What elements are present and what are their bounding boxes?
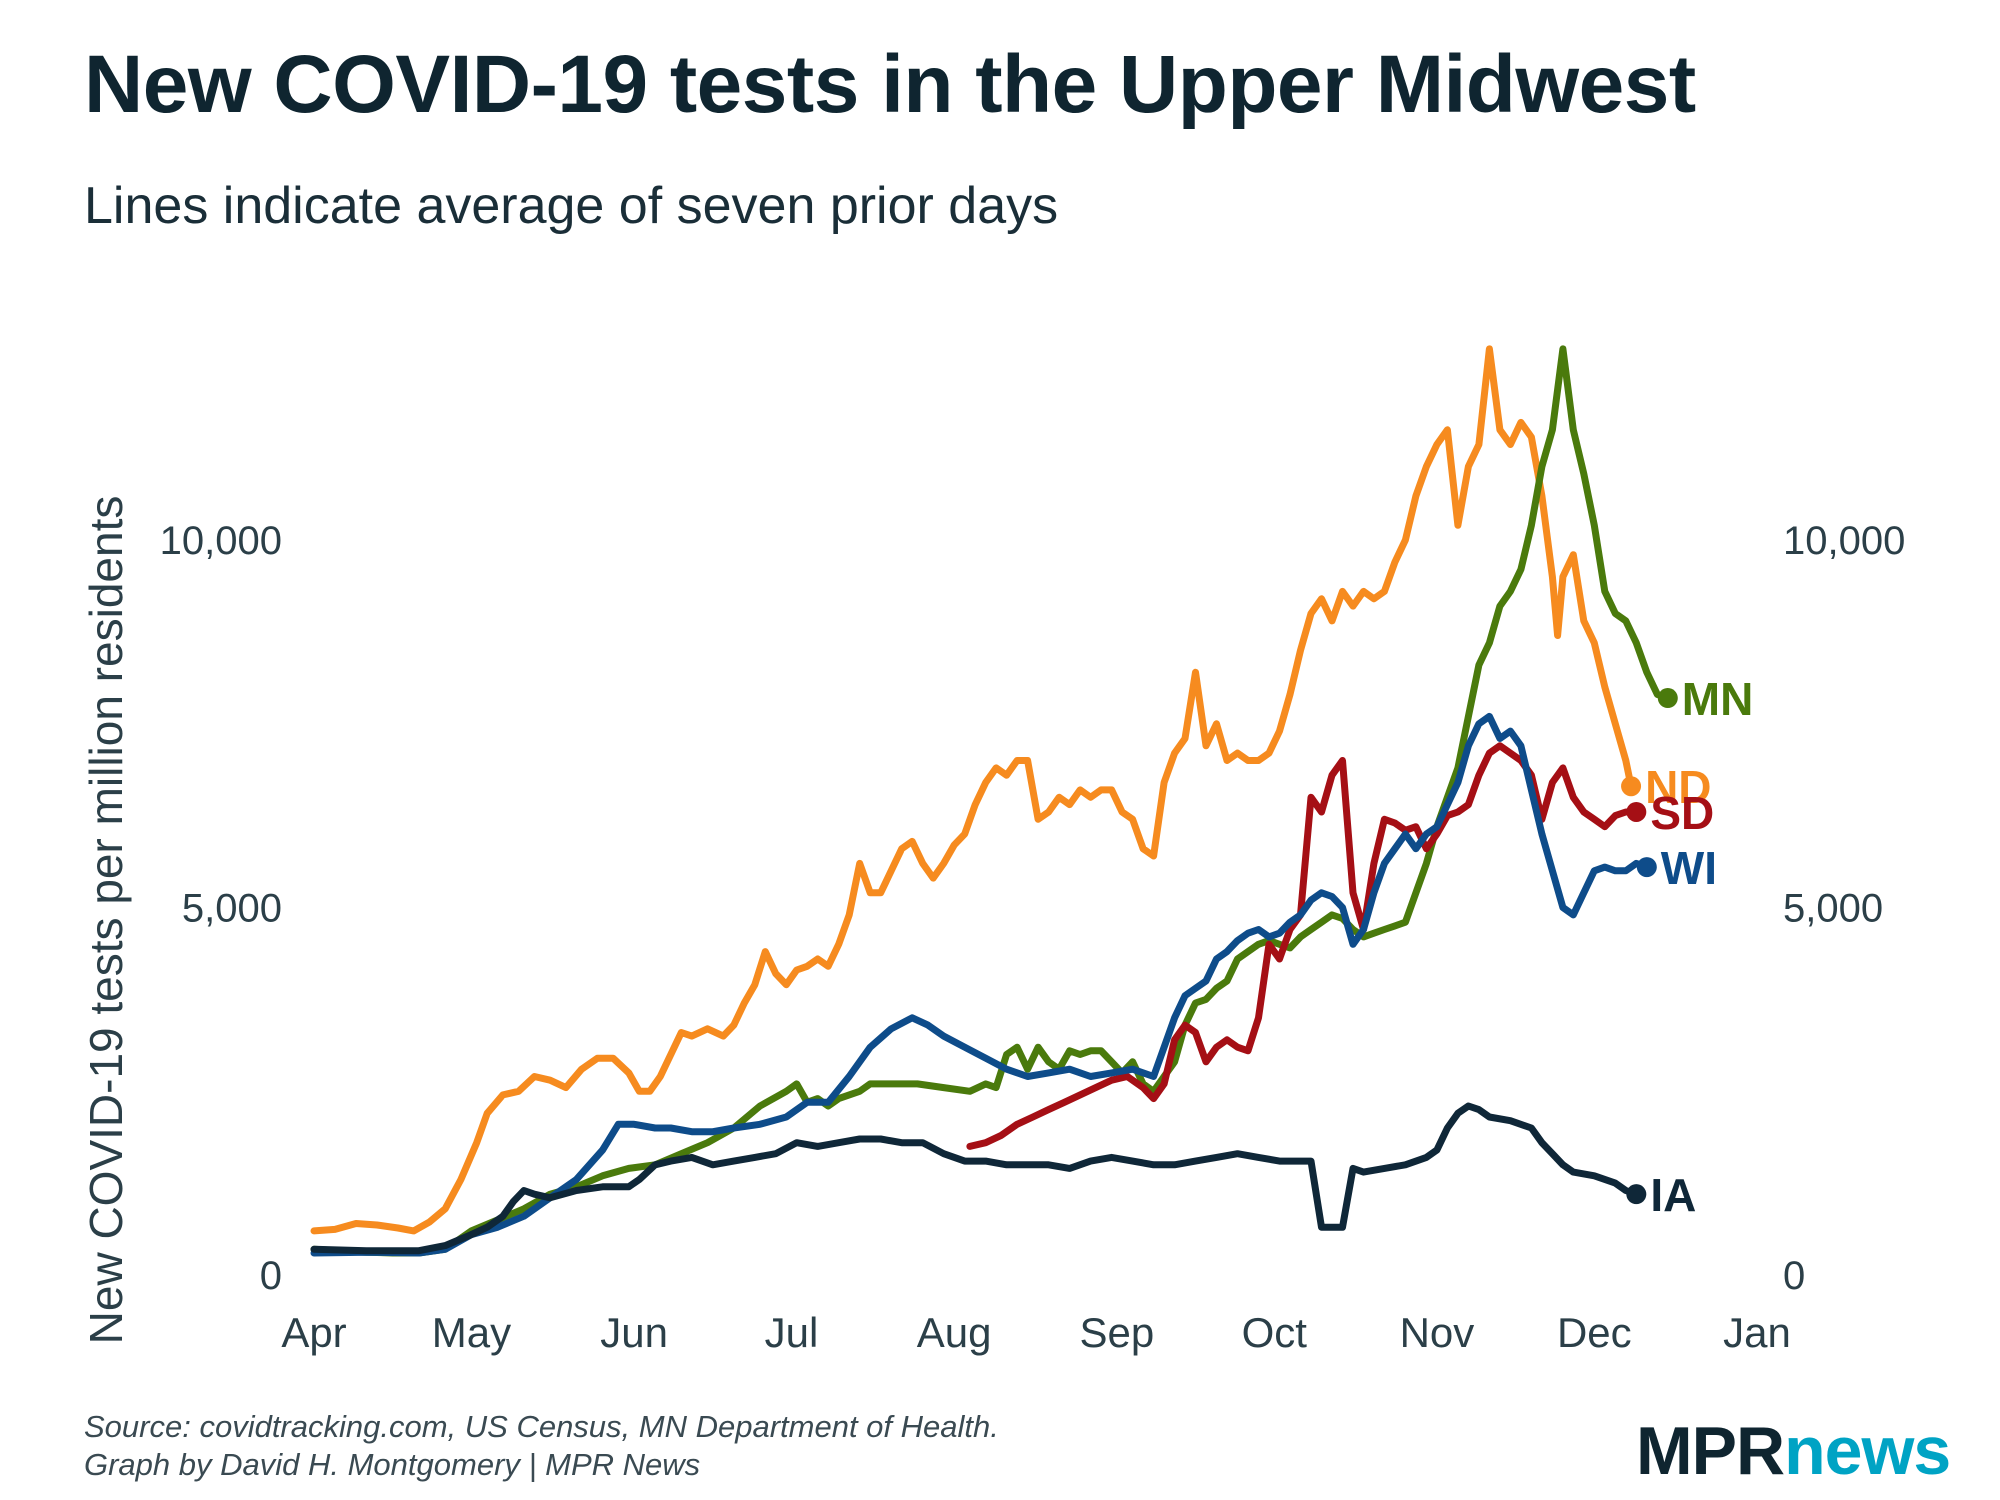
y-ticks-right: 0 5,000 10,000 <box>1783 519 1905 1298</box>
y-tick-label-left: 5,000 <box>182 887 282 931</box>
y-tick-label-right: 5,000 <box>1783 887 1883 931</box>
y-axis-title: New COVID-19 tests per million residents <box>80 496 132 1345</box>
series-label-sd: SD <box>1650 787 1714 839</box>
x-tick-label: Jul <box>765 1309 819 1356</box>
end-point-ia <box>1626 1184 1647 1205</box>
series-label-wi: WI <box>1661 842 1717 894</box>
end-point-sd <box>1626 801 1647 822</box>
x-ticks: Apr May Jun Jul Aug Sep Oct Nov Dec Jan <box>281 1309 1791 1356</box>
x-tick-label: Apr <box>281 1309 346 1356</box>
series-label-mn: MN <box>1682 673 1754 725</box>
x-tick-label: May <box>432 1309 511 1356</box>
x-tick-label: Aug <box>917 1309 992 1356</box>
x-tick-label: Jan <box>1723 1309 1791 1356</box>
series-lines <box>310 345 1672 1257</box>
logo-mpr-text: MPR <box>1636 1413 1785 1489</box>
y-axis-label: New COVID-19 tests per million residents <box>80 496 132 1345</box>
y-tick-label-right: 10,000 <box>1783 519 1905 563</box>
series-line-ia <box>310 1102 1640 1255</box>
chart-subtitle: Lines indicate average of seven prior da… <box>84 177 1059 235</box>
end-point-nd <box>1621 776 1642 797</box>
x-tick-label: Nov <box>1400 1309 1475 1356</box>
series-line-nd <box>310 345 1635 1235</box>
credit-line: Graph by David H. Montgomery | MPR News <box>84 1447 701 1482</box>
chart-title: New COVID-19 tests in the Upper Midwest <box>84 39 1696 130</box>
series-label-nd: ND <box>1645 761 1711 813</box>
end-point-wi <box>1636 857 1657 878</box>
end-point-mn <box>1657 688 1678 709</box>
y-ticks-left: 0 5,000 10,000 <box>160 519 282 1298</box>
y-tick-label-left: 10,000 <box>160 519 282 563</box>
x-tick-label: Oct <box>1242 1309 1308 1356</box>
series-line-wi <box>310 712 1651 1257</box>
series-label-ia: IA <box>1650 1169 1696 1221</box>
x-tick-label: Dec <box>1557 1309 1632 1356</box>
y-tick-label-right: 0 <box>1783 1254 1805 1298</box>
mpr-news-logo: MPRnews <box>1636 1417 1951 1485</box>
x-tick-label: Jun <box>600 1309 668 1356</box>
x-tick-label: Sep <box>1079 1309 1154 1356</box>
y-tick-label-left: 0 <box>260 1254 282 1298</box>
source-line: Source: covidtracking.com, US Census, MN… <box>84 1409 999 1444</box>
logo-news-text: news <box>1784 1413 1951 1489</box>
source-note: Source: covidtracking.com, US Census, MN… <box>84 1408 999 1484</box>
